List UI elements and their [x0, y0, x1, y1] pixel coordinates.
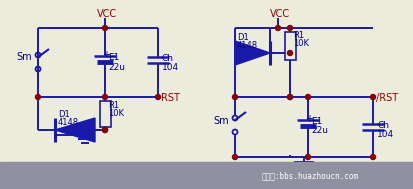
Circle shape — [287, 94, 292, 99]
Text: 22u: 22u — [311, 126, 328, 135]
Circle shape — [275, 26, 280, 30]
Bar — [0, 162, 413, 189]
Circle shape — [36, 94, 40, 99]
Circle shape — [102, 128, 107, 132]
Circle shape — [287, 50, 292, 56]
Circle shape — [370, 94, 375, 99]
Polygon shape — [55, 118, 95, 142]
Text: +: + — [102, 50, 110, 60]
Bar — [100, 101, 111, 127]
Circle shape — [287, 26, 292, 30]
Text: E1: E1 — [311, 117, 323, 126]
Text: 4148: 4148 — [237, 41, 258, 50]
Text: D1: D1 — [237, 33, 249, 42]
Text: 上传于:bbs.huazhoucn.com: 上传于:bbs.huazhoucn.com — [261, 171, 358, 180]
Text: R1: R1 — [293, 31, 304, 40]
Circle shape — [306, 94, 311, 99]
Text: VCC: VCC — [97, 9, 117, 19]
Text: 10K: 10K — [108, 109, 124, 118]
Text: Ch: Ch — [377, 121, 389, 130]
Text: +: + — [305, 114, 313, 124]
Text: R1: R1 — [108, 101, 119, 110]
Text: 104: 104 — [377, 130, 394, 139]
Text: Sm: Sm — [213, 116, 229, 126]
Circle shape — [156, 94, 161, 99]
Text: 10K: 10K — [293, 39, 309, 48]
Text: Ch: Ch — [162, 54, 174, 63]
Polygon shape — [235, 41, 270, 65]
Circle shape — [102, 128, 107, 132]
Text: RST: RST — [161, 93, 180, 103]
Circle shape — [306, 154, 311, 160]
Circle shape — [102, 94, 107, 99]
Bar — [285, 32, 295, 60]
Text: /RST: /RST — [376, 93, 398, 103]
Text: VCC: VCC — [270, 9, 290, 19]
Text: E1: E1 — [108, 53, 119, 62]
Circle shape — [233, 154, 237, 160]
Text: 104: 104 — [162, 63, 179, 72]
Text: 4148: 4148 — [58, 118, 79, 127]
Circle shape — [233, 94, 237, 99]
Circle shape — [370, 154, 375, 160]
Circle shape — [102, 26, 107, 30]
Text: Sm: Sm — [16, 52, 32, 62]
Text: 22u: 22u — [108, 63, 125, 72]
Circle shape — [287, 94, 292, 99]
Text: D1: D1 — [58, 110, 70, 119]
